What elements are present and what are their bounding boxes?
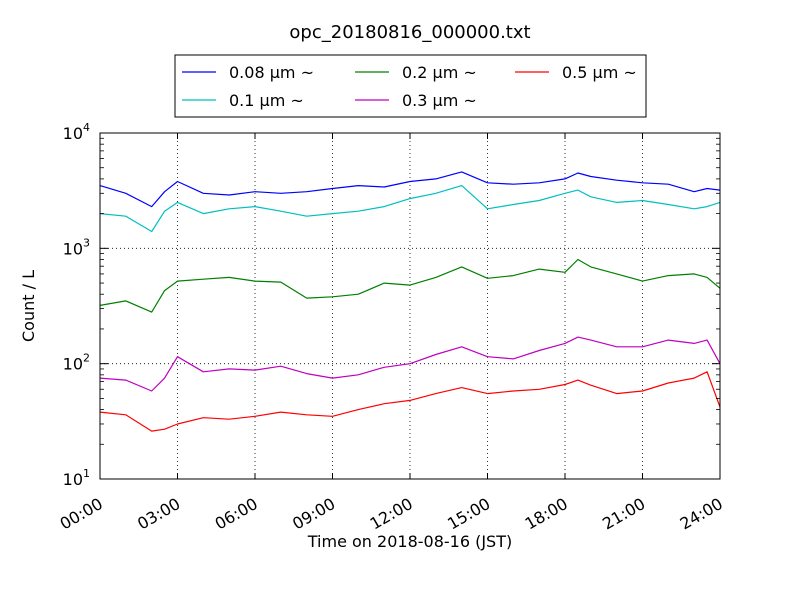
- x-tick-label: 00:00: [57, 494, 106, 534]
- ticks: 00:00 03:00 06:00 09:00 12:00 15:00 18:00 21:00…: [57, 121, 726, 534]
- series-line-1: [99, 185, 721, 233]
- legend-label: 0.08 μm ~: [229, 63, 314, 82]
- chart-title: opc_20180816_000000.txt: [289, 22, 530, 43]
- y-tick-label: 104: [63, 121, 90, 143]
- y-tick-label: 101: [63, 467, 90, 489]
- series-lines: [99, 171, 721, 432]
- legend-label: 0.5 μm ~: [562, 63, 637, 82]
- y-tick-label: 102: [63, 352, 90, 374]
- x-tick-label: 21:00: [599, 494, 648, 534]
- x-tick-label: 18:00: [522, 494, 571, 534]
- x-tick-label: 09:00: [289, 494, 338, 534]
- legend-label: 0.3 μm ~: [402, 91, 477, 110]
- legend: 0.08 μm ~ 0.1 μm ~ 0.2 μm ~ 0.3 μm ~ 0.5 μm …: [174, 54, 647, 118]
- series-line-0: [99, 171, 721, 208]
- x-axis-label: Time on 2018-08-16 (JST): [307, 532, 512, 551]
- x-tick-label: 12:00: [367, 494, 416, 534]
- series-line-3: [99, 336, 721, 392]
- y-axis-label: Count / L: [19, 270, 38, 342]
- legend-label: 0.2 μm ~: [402, 63, 477, 82]
- x-tick-label: 03:00: [134, 494, 183, 534]
- x-tick-label: 15:00: [444, 494, 493, 534]
- legend-label: 0.1 μm ~: [229, 91, 304, 110]
- series-line-4: [99, 371, 721, 432]
- x-tick-label: 06:00: [212, 494, 261, 534]
- grid: [100, 133, 720, 479]
- y-tick-label: 103: [63, 236, 90, 258]
- legend-box: [174, 54, 647, 118]
- series-line-2: [99, 258, 721, 313]
- x-tick-label: 24:00: [677, 494, 726, 534]
